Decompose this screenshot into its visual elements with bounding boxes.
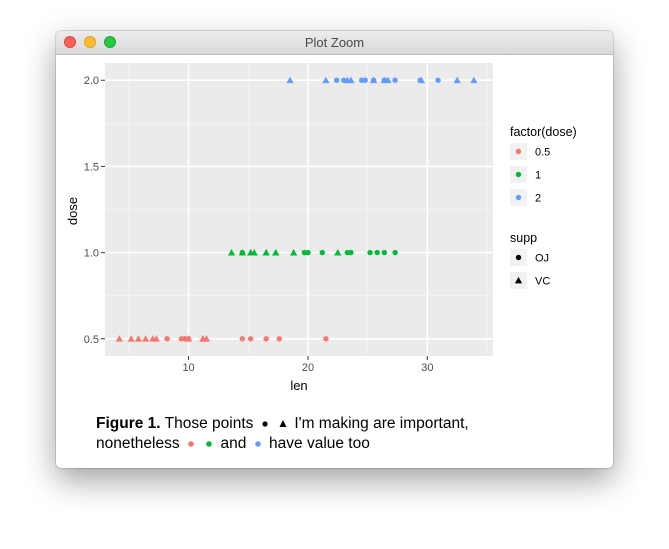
- blue-dot-icon: [254, 441, 261, 447]
- caption-label: Figure 1.: [96, 415, 161, 432]
- data-point: [384, 76, 392, 84]
- plot-zoom-window: Plot Zoom 10 20 30 0.5 1.0 1.5 2.0 len dose f…: [56, 31, 613, 468]
- minor-gridlines: [105, 63, 493, 356]
- data-point: [199, 335, 207, 342]
- data-point: [470, 76, 478, 84]
- data-point: [272, 248, 280, 256]
- x-axis: 10 20 30: [182, 356, 433, 374]
- legend-swatch: [514, 276, 523, 284]
- data-point: [367, 249, 373, 256]
- legend-swatch: [515, 171, 522, 178]
- data-point: [370, 76, 378, 84]
- y-tick-label: 1.0: [84, 248, 99, 260]
- data-point: [127, 335, 135, 342]
- data-points: [115, 76, 478, 342]
- x-tick-label: 20: [302, 362, 314, 374]
- data-point: [305, 249, 311, 256]
- circle-marker-icon: [262, 421, 268, 427]
- legend-swatch: [515, 254, 522, 261]
- data-point: [322, 76, 330, 84]
- data-point: [247, 336, 254, 342]
- shape-legend-title: supp: [510, 231, 537, 245]
- window-title: Plot Zoom: [304, 35, 365, 50]
- scatter-plot: 10 20 30 0.5 1.0 1.5 2.0 len dose factor(dose…: [65, 63, 577, 393]
- caption-text-1: Those points: [164, 415, 254, 432]
- caption-text-4: and: [220, 435, 247, 452]
- data-point: [343, 76, 351, 84]
- data-point: [164, 336, 170, 342]
- legend-label: 0.5: [535, 147, 550, 159]
- title-bar: Plot Zoom: [56, 31, 613, 55]
- data-point: [239, 336, 245, 342]
- y-tick-label: 0.5: [84, 334, 99, 346]
- data-point: [149, 335, 157, 342]
- data-point: [276, 336, 283, 342]
- y-tick-label: 1.5: [84, 161, 99, 173]
- data-point: [238, 248, 246, 256]
- data-point: [348, 249, 354, 256]
- y-tick-label: 2.0: [84, 75, 99, 87]
- data-point: [362, 77, 368, 83]
- data-point: [333, 77, 340, 83]
- data-point: [323, 336, 329, 342]
- red-dot-icon: [188, 441, 194, 447]
- data-point: [453, 76, 461, 84]
- caption-text-2: I'm making are important,: [294, 415, 469, 432]
- green-dot-icon: [206, 441, 213, 447]
- legend-swatch: [515, 194, 522, 201]
- data-point: [381, 249, 388, 256]
- color-legend-title: factor(dose): [510, 125, 577, 139]
- legend-label: OJ: [535, 253, 549, 265]
- x-tick-label: 30: [421, 362, 433, 374]
- zoom-window-button[interactable]: [104, 36, 116, 48]
- close-window-button[interactable]: [64, 36, 76, 48]
- data-point: [286, 76, 294, 84]
- legend-swatch: [515, 148, 522, 155]
- data-point: [141, 335, 150, 342]
- data-point: [134, 335, 143, 342]
- x-axis-label: len: [290, 378, 307, 393]
- caption-text-3: nonetheless: [96, 435, 180, 452]
- legend-label: 1: [535, 170, 541, 182]
- data-point: [250, 248, 258, 256]
- data-point: [263, 336, 269, 342]
- data-point: [227, 248, 236, 256]
- legend-label: 2: [535, 193, 541, 205]
- legend: factor(dose) 0.5 1 2 supp OJ VC: [510, 125, 577, 289]
- data-point: [115, 335, 123, 342]
- data-point: [392, 77, 398, 83]
- data-point: [334, 248, 342, 256]
- y-axis: 0.5 1.0 1.5 2.0: [84, 75, 105, 346]
- data-point: [417, 76, 425, 84]
- x-tick-label: 10: [182, 362, 194, 374]
- data-point: [374, 249, 380, 256]
- figure-caption: Figure 1. Those points I'm making are im…: [96, 414, 536, 454]
- data-point: [392, 249, 398, 256]
- data-point: [319, 249, 325, 256]
- caption-text-5: have value too: [269, 435, 370, 452]
- data-point: [290, 248, 298, 256]
- data-point: [435, 77, 441, 83]
- y-axis-label: dose: [65, 197, 80, 225]
- data-point: [262, 248, 270, 256]
- data-point: [184, 335, 193, 342]
- minimize-window-button[interactable]: [84, 36, 96, 48]
- triangle-marker-icon: [279, 419, 287, 427]
- major-gridlines: [105, 63, 493, 356]
- legend-label: VC: [535, 276, 550, 288]
